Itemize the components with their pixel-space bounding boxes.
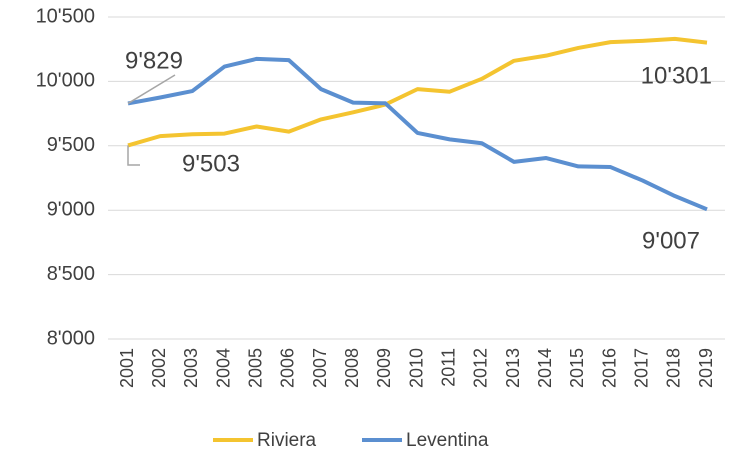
leader-line: [127, 145, 140, 166]
x-tick-label: 2012: [471, 348, 491, 388]
x-tick-label: 2016: [599, 348, 619, 388]
data-label: 10'301: [641, 62, 712, 89]
x-tick-label: 2009: [374, 348, 394, 388]
y-tick-label: 10'000: [36, 70, 95, 92]
y-tick-label: 9'500: [47, 134, 95, 156]
x-tick-label: 2014: [535, 348, 555, 388]
x-tick-label: 2003: [181, 348, 201, 388]
x-tick-label: 2013: [503, 348, 523, 388]
x-tick-label: 2019: [696, 348, 716, 388]
x-tick-label: 2018: [664, 348, 684, 388]
line-series: [127, 36, 708, 148]
x-tick-label: 2002: [149, 348, 169, 388]
data-label: 9'007: [642, 227, 700, 254]
y-tick-label: 9'000: [47, 198, 95, 220]
data-label: 9'503: [182, 150, 240, 177]
y-tick-label: 8'000: [47, 327, 95, 349]
leader-line: [127, 74, 176, 105]
x-tick-label: 2005: [245, 348, 265, 388]
x-tick-label: 2007: [310, 348, 330, 388]
x-tick-label: 2011: [438, 348, 458, 387]
x-tick-label: 2008: [342, 348, 362, 388]
y-tick-label: 8'500: [47, 263, 95, 285]
y-tick-label: 10'500: [36, 5, 95, 27]
legend-label: Riviera: [257, 430, 317, 451]
legend-label: Leventina: [406, 430, 489, 451]
x-tick-label: 2010: [406, 348, 426, 388]
x-tick-label: 2017: [631, 348, 651, 388]
x-tick-label: 2004: [213, 348, 233, 388]
data-label: 9'829: [125, 47, 183, 74]
x-tick-label: 2001: [117, 348, 137, 388]
x-tick-label: 2006: [278, 348, 298, 388]
x-tick-label: 2015: [567, 348, 587, 388]
line-series: [127, 56, 708, 212]
